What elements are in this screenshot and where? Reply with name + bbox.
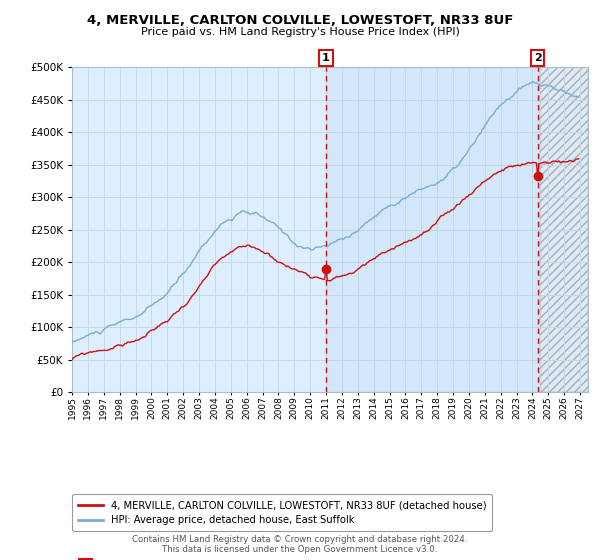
Text: 4, MERVILLE, CARLTON COLVILLE, LOWESTOFT, NR33 8UF: 4, MERVILLE, CARLTON COLVILLE, LOWESTOFT… [87,14,513,27]
Bar [541,67,588,392]
Text: 1: 1 [322,53,330,63]
Bar [326,67,541,392]
Text: 2: 2 [534,53,542,63]
Bar [541,67,588,392]
Text: Price paid vs. HM Land Registry's House Price Index (HPI): Price paid vs. HM Land Registry's House … [140,27,460,37]
Text: Contains HM Land Registry data © Crown copyright and database right 2024.
This d: Contains HM Land Registry data © Crown c… [132,535,468,554]
Legend: 4, MERVILLE, CARLTON COLVILLE, LOWESTOFT, NR33 8UF (detached house), HPI: Averag: 4, MERVILLE, CARLTON COLVILLE, LOWESTOFT… [72,494,493,531]
